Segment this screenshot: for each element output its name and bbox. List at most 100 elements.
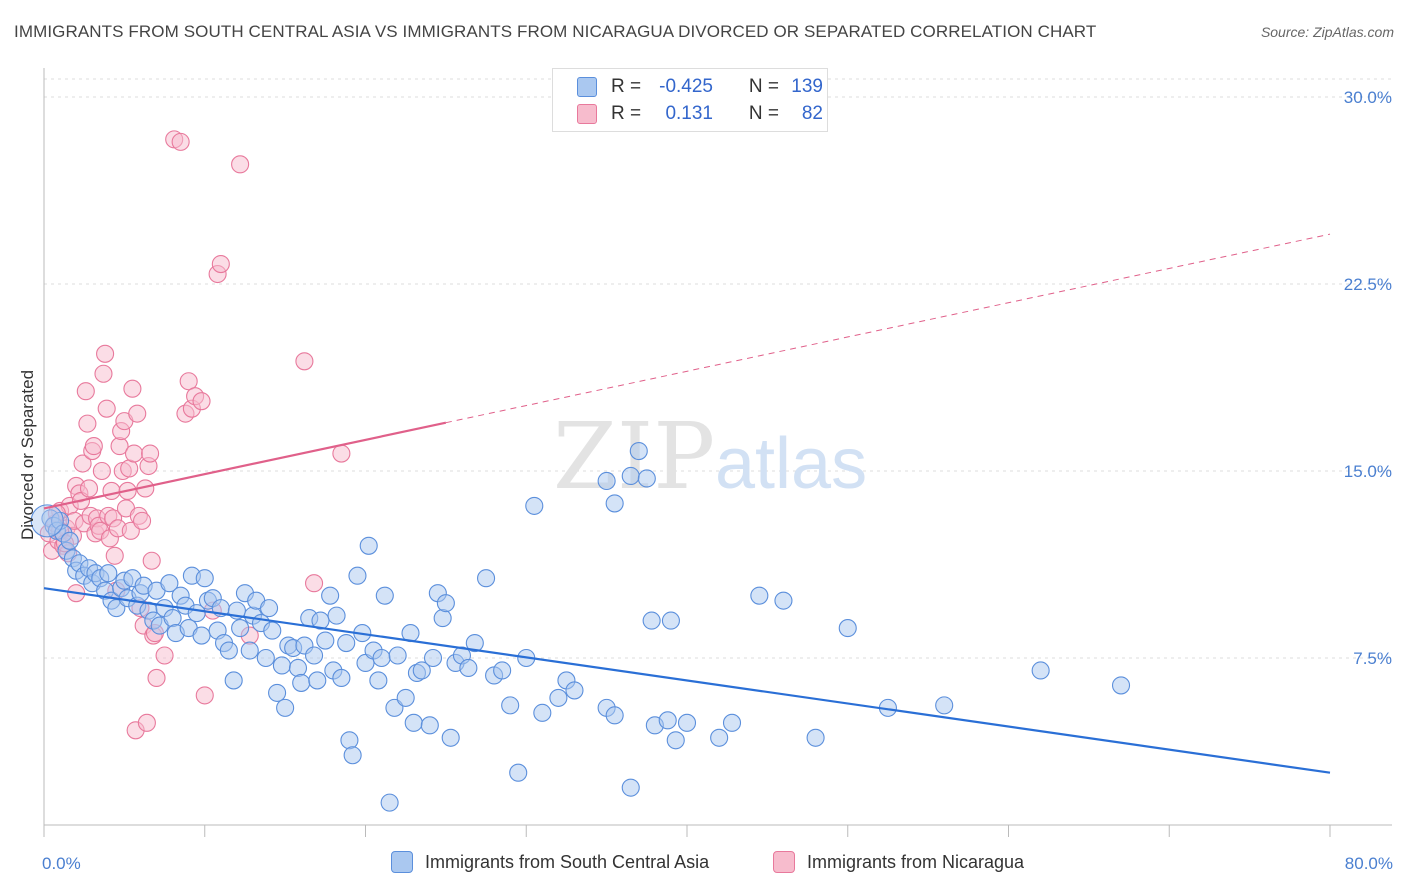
data-point xyxy=(332,668,351,687)
y-tick-label: 15.0% xyxy=(1344,462,1392,481)
watermark: ZIP atlas xyxy=(553,403,867,510)
data-point xyxy=(211,255,230,274)
pink-swatch-icon xyxy=(773,851,795,873)
data-point xyxy=(321,586,340,605)
data-point xyxy=(192,626,211,645)
legend-row-nicaragua: R = 0.131 N = 82 xyxy=(577,103,823,125)
data-point xyxy=(288,658,308,678)
data-point xyxy=(142,551,161,570)
data-point xyxy=(276,698,295,717)
trend-line-nicaragua-extension xyxy=(445,233,1331,424)
y-tick-labels: 7.5% 15.0% 22.5% 30.0% xyxy=(1344,88,1392,668)
n-label: N = xyxy=(748,103,779,124)
blue-swatch-icon xyxy=(391,851,413,873)
data-point xyxy=(605,494,624,513)
data-point xyxy=(224,671,243,690)
data-point xyxy=(525,496,544,515)
x-tick-label: 0.0% xyxy=(42,854,81,873)
data-point xyxy=(195,569,214,588)
y-tick-label: 22.5% xyxy=(1344,275,1392,294)
data-point xyxy=(509,763,528,782)
data-point xyxy=(501,696,520,715)
n-value: 139 xyxy=(791,76,823,97)
data-point xyxy=(231,155,250,174)
data-point xyxy=(597,471,616,491)
data-point xyxy=(549,688,568,707)
data-point xyxy=(1111,676,1131,695)
data-point xyxy=(359,536,378,555)
data-point xyxy=(441,728,460,747)
data-point xyxy=(372,648,391,668)
data-point xyxy=(337,633,356,653)
y-axis-label: Divorced or Separated xyxy=(18,370,37,540)
data-point xyxy=(750,586,769,605)
data-point xyxy=(231,619,250,638)
data-point xyxy=(305,646,324,665)
data-point xyxy=(533,703,552,722)
data-point xyxy=(76,382,95,401)
data-point xyxy=(292,673,311,692)
data-point xyxy=(369,671,388,690)
data-point xyxy=(99,564,118,583)
data-point xyxy=(179,372,198,391)
data-point xyxy=(124,444,144,463)
data-point xyxy=(305,574,324,593)
data-point xyxy=(621,466,640,486)
data-point xyxy=(155,646,174,665)
data-point xyxy=(92,461,111,481)
data-point xyxy=(79,479,99,498)
data-point xyxy=(160,574,179,593)
data-point xyxy=(327,606,346,625)
data-point xyxy=(120,459,139,478)
data-point xyxy=(105,546,124,565)
legend-label: Immigrants from South Central Asia xyxy=(425,851,710,872)
legend-item-nicaragua: Immigrants from Nicaragua xyxy=(773,851,1024,873)
data-point xyxy=(404,713,423,732)
data-point xyxy=(420,716,439,735)
data-point xyxy=(565,681,584,700)
data-point xyxy=(311,611,330,630)
data-point xyxy=(171,132,190,151)
data-point xyxy=(465,633,484,653)
trend-line-nicaragua xyxy=(43,421,447,510)
data-point xyxy=(73,454,92,473)
data-point xyxy=(493,661,512,680)
data-point xyxy=(658,711,677,730)
data-point xyxy=(316,631,335,650)
data-point xyxy=(629,442,648,461)
data-point xyxy=(806,728,825,747)
data-point xyxy=(192,392,211,411)
data-point xyxy=(97,399,116,418)
series-legend: Immigrants from South Central Asia Immig… xyxy=(0,851,1406,879)
x-tick-labels: 0.0% 80.0% xyxy=(42,854,1393,873)
data-point xyxy=(137,713,156,732)
data-point xyxy=(666,731,685,750)
r-value: -0.425 xyxy=(659,76,713,97)
data-point xyxy=(195,686,214,705)
data-point xyxy=(661,611,680,630)
data-point xyxy=(605,706,624,725)
data-point xyxy=(722,713,742,732)
watermark-atlas: atlas xyxy=(715,424,867,504)
data-point xyxy=(340,731,359,750)
data-point xyxy=(1031,661,1050,680)
trend-line-south-central-asia xyxy=(43,587,1331,774)
data-point xyxy=(412,661,431,680)
n-value: 82 xyxy=(801,103,823,124)
data-point xyxy=(677,713,697,732)
data-point xyxy=(774,591,793,610)
data-point xyxy=(433,609,452,628)
data-point xyxy=(256,648,275,668)
correlation-legend: R = -0.425 N = 139 R = 0.131 N = 82 xyxy=(552,68,828,132)
data-point xyxy=(133,511,152,530)
y-tick-label: 30.0% xyxy=(1344,88,1392,107)
data-point xyxy=(84,437,103,456)
data-point xyxy=(621,778,640,797)
data-point xyxy=(477,569,496,588)
data-point xyxy=(78,414,97,433)
data-point xyxy=(263,621,282,640)
x-tick-label: 80.0% xyxy=(1345,854,1393,873)
data-point xyxy=(147,668,166,687)
data-point xyxy=(348,566,367,585)
